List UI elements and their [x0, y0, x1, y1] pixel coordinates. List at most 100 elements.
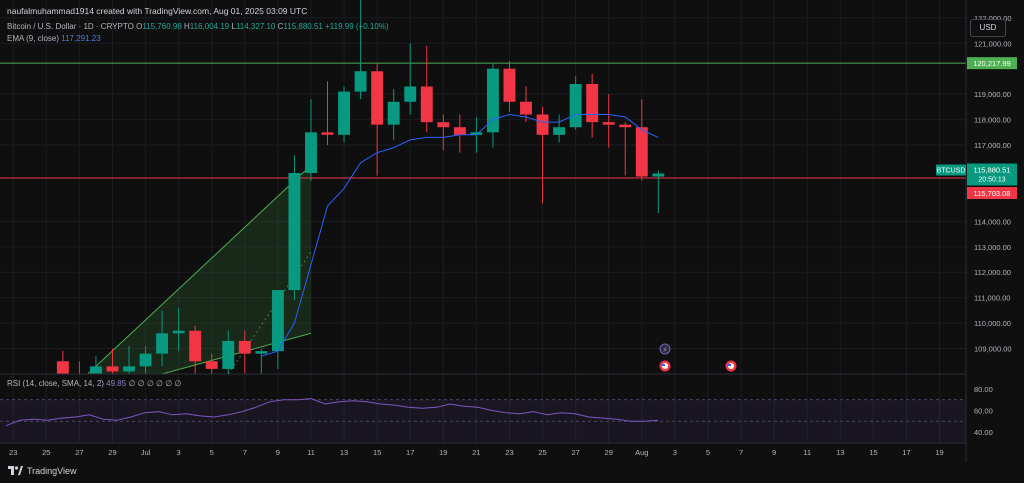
candle-body [222, 340, 235, 369]
candle-body [172, 330, 185, 334]
candle-body [553, 127, 566, 135]
rsi-axis[interactable]: 80.00 60.00 40.00 [974, 385, 993, 437]
time-tick-label: 3 [177, 448, 181, 457]
candle-body [338, 91, 351, 135]
time-tick-label: 15 [869, 448, 877, 457]
channel-lower-line [161, 332, 312, 374]
time-tick-label: 5 [210, 448, 214, 457]
rsi-line [5, 398, 659, 427]
rsi-tick-label: 60.00 [974, 407, 993, 416]
horizontal-levels[interactable] [0, 62, 966, 179]
candle-body [271, 290, 284, 352]
price-axis[interactable]: 122,000.00 121,000.00 119,000.00 118,000.00… [974, 14, 1012, 354]
channel-upper-line [87, 165, 312, 374]
rsi-pane [0, 398, 966, 444]
ascending-channel-drawing[interactable] [87, 165, 312, 374]
candle-body [503, 68, 516, 102]
rsi-legend[interactable]: RSI (14, close, SMA, 14, 2) 49.85 ∅ ∅ ∅ … [7, 379, 181, 388]
time-axis[interactable]: 23 25 27 29 Jul 3 5 7 9 11 13 15 17 19 21 23 25 27 29 Aug 3 5… [9, 448, 944, 457]
lightning-event-icon [659, 343, 671, 355]
price-tag-box [967, 163, 1017, 186]
candle-body [371, 71, 384, 125]
time-tick-label: 17 [902, 448, 910, 457]
candle-body [635, 127, 648, 177]
price-tick-label: 122,000.00 [974, 14, 1012, 23]
support-tag-text: 115,703.08 [974, 189, 1011, 198]
time-tick-label: 29 [605, 448, 613, 457]
tradingview-logo-icon [8, 466, 23, 475]
time-tick-label: 7 [243, 448, 247, 457]
candle-body [486, 68, 499, 133]
time-tick-label: 13 [836, 448, 844, 457]
high-label: H [184, 22, 190, 31]
candle-body [619, 124, 632, 128]
close-value: 115,880.51 [283, 22, 323, 31]
time-tick-label: 19 [439, 448, 447, 457]
candle-body [569, 83, 582, 128]
open-value: 115,760.98 [142, 22, 182, 31]
candle-body [89, 366, 102, 374]
price-tick-label: 113,000.00 [974, 243, 1011, 252]
resistance-tag-text: 120,217.99 [973, 59, 1011, 68]
symbol-legend[interactable]: Bitcoin / U.S. Dollar · 1D · CRYPTO O115… [7, 22, 389, 31]
time-tick-label: 9 [276, 448, 280, 457]
ema-line [261, 113, 659, 357]
rsi-value: 49.85 [106, 379, 127, 388]
tradingview-logo-text: TradingView [27, 466, 77, 476]
chart-credit: naufalmuhammad1914 created with TradingV… [7, 6, 308, 16]
time-tick-label: 17 [406, 448, 414, 457]
candle-body [536, 114, 549, 135]
candle-body [238, 340, 251, 354]
candle-body [255, 351, 268, 354]
price-tick-label: 112,000.00 [974, 268, 1011, 277]
rsi-placeholders: ∅ ∅ ∅ ∅ ∅ ∅ [128, 379, 182, 388]
lightning-glyph: ⚡ [663, 346, 668, 354]
candle-body [470, 132, 483, 135]
candle-body [305, 132, 317, 174]
high-value: 116,004.19 [189, 22, 230, 31]
price-tick-label: 119,000.00 [974, 90, 1011, 99]
candle-body [321, 132, 334, 135]
time-tick-label: 11 [307, 448, 315, 457]
candle-body [123, 366, 135, 372]
time-tick-label: 23 [505, 448, 513, 457]
candle-body [139, 353, 152, 367]
ema-label: EMA (9, close) [7, 34, 60, 43]
candle-body [387, 101, 400, 125]
candle-body [288, 173, 301, 291]
ema-legend[interactable]: EMA (9, close) 117,291.23 [7, 34, 101, 43]
change-value: +119.99 (+0.10%) [325, 22, 389, 31]
time-tick-label: 29 [108, 448, 116, 457]
close-label: C [277, 22, 284, 31]
time-tick-label: 27 [75, 448, 83, 457]
currency-button[interactable]: USD [970, 19, 1006, 37]
flag-canton [728, 364, 731, 366]
tradingview-logo[interactable]: TradingView [8, 466, 77, 476]
time-tick-label: 11 [803, 448, 811, 457]
price-tick-label: 121,000.00 [974, 39, 1012, 48]
price-tick-label: 114,000.00 [974, 217, 1011, 226]
time-tick-label: 25 [42, 448, 50, 457]
symbol-tag-box [936, 164, 966, 176]
time-tick-label: 23 [9, 448, 17, 457]
grid-lines [0, 0, 966, 443]
support-tag-box [967, 187, 1017, 200]
ema-value: 117,291.23 [61, 34, 101, 43]
resistance-tag-box [967, 57, 1017, 70]
event-markers[interactable]: ⚡ [659, 343, 737, 372]
time-tick-label: 27 [571, 448, 579, 457]
candlestick-series [56, 0, 665, 374]
time-tick-label: 5 [706, 448, 710, 457]
candle-body [420, 86, 433, 123]
time-tick-label: 13 [340, 448, 348, 457]
candle-body [520, 101, 532, 115]
candle-body [205, 361, 218, 369]
price-tick-label: 111,000.00 [974, 294, 1010, 303]
candle-body [56, 361, 69, 374]
candle-body [404, 86, 417, 102]
time-tick-label: 3 [673, 448, 677, 457]
low-label: L [231, 22, 236, 31]
price-tick-label: 109,000.00 [974, 345, 1012, 354]
symbol-name: Bitcoin / U.S. Dollar · 1D · CRYPTO [7, 22, 134, 31]
